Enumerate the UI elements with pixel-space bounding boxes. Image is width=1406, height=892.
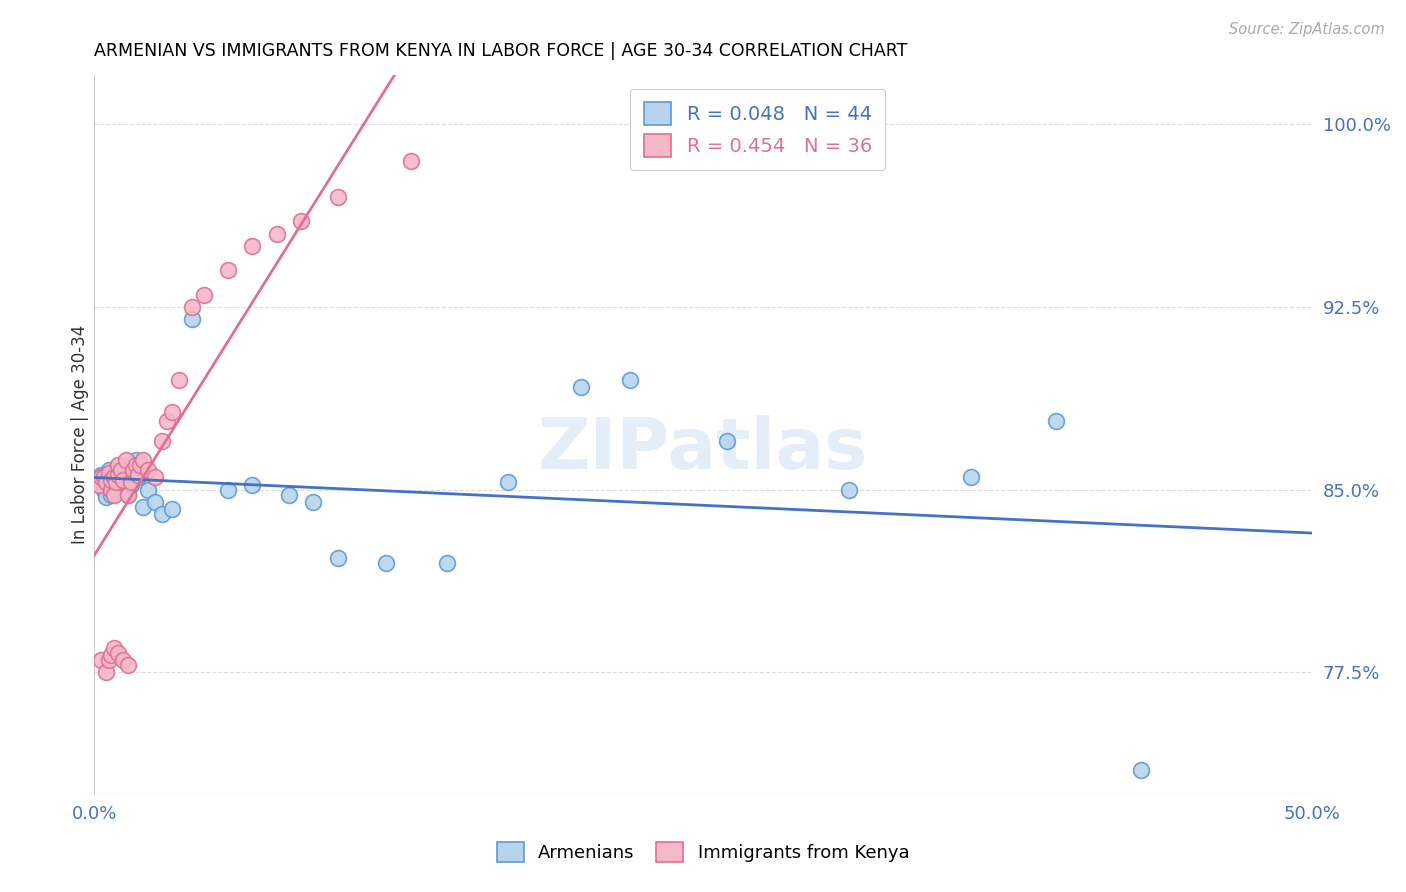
Point: [105, 475, 128, 490]
Point: [110, 480, 132, 494]
Point: [107, 468, 129, 483]
Point: [156, 414, 179, 428]
Point: [93, 470, 115, 484]
Point: [496, 475, 519, 490]
Point: [114, 458, 136, 473]
Point: [112, 653, 135, 667]
Point: [100, 483, 122, 497]
Point: [150, 507, 173, 521]
Point: [110, 463, 132, 477]
Point: [100, 487, 122, 501]
Y-axis label: In Labor Force | Age 30-34: In Labor Force | Age 30-34: [72, 326, 89, 544]
Point: [90, 653, 112, 667]
Point: [117, 658, 139, 673]
Point: [569, 380, 592, 394]
Point: [160, 502, 183, 516]
Point: [1130, 763, 1153, 777]
Point: [160, 404, 183, 418]
Text: ARMENIAN VS IMMIGRANTS FROM KENYA IN LABOR FORCE | AGE 30-34 CORRELATION CHART: ARMENIAN VS IMMIGRANTS FROM KENYA IN LAB…: [94, 42, 907, 60]
Point: [136, 463, 159, 477]
Point: [242, 477, 264, 491]
Point: [96, 475, 118, 490]
Point: [326, 190, 349, 204]
Point: [375, 556, 398, 570]
Point: [180, 312, 202, 326]
Point: [217, 483, 239, 497]
Point: [96, 477, 118, 491]
Point: [107, 458, 129, 473]
Point: [838, 483, 860, 497]
Point: [150, 434, 173, 448]
Point: [124, 458, 146, 473]
Point: [143, 470, 166, 484]
Point: [103, 470, 125, 484]
Point: [112, 473, 135, 487]
Point: [103, 487, 125, 501]
Point: [399, 153, 422, 168]
Point: [112, 473, 135, 487]
Point: [96, 490, 118, 504]
Point: [122, 463, 145, 477]
Point: [114, 453, 136, 467]
Point: [619, 373, 641, 387]
Point: [103, 641, 125, 656]
Point: [97, 470, 120, 484]
Point: [169, 373, 191, 387]
Point: [290, 214, 312, 228]
Point: [132, 453, 155, 467]
Point: [1045, 414, 1067, 428]
Point: [127, 470, 149, 484]
Legend: Armenians, Immigrants from Kenya: Armenians, Immigrants from Kenya: [489, 834, 917, 870]
Point: [90, 470, 112, 484]
Point: [100, 473, 122, 487]
Legend: R = 0.048   N = 44, R = 0.454   N = 36: R = 0.048 N = 44, R = 0.454 N = 36: [630, 88, 886, 170]
Point: [87, 477, 110, 491]
Point: [103, 477, 125, 491]
Point: [87, 477, 110, 491]
Point: [107, 646, 129, 660]
Point: [107, 466, 129, 480]
Point: [127, 468, 149, 483]
Point: [105, 463, 128, 477]
Point: [97, 463, 120, 477]
Text: Source: ZipAtlas.com: Source: ZipAtlas.com: [1229, 22, 1385, 37]
Point: [107, 475, 129, 490]
Point: [302, 495, 325, 509]
Point: [96, 665, 118, 680]
Point: [90, 475, 112, 490]
Point: [117, 487, 139, 501]
Point: [122, 463, 145, 477]
Point: [120, 475, 142, 490]
Point: [436, 556, 458, 570]
Point: [180, 300, 202, 314]
Point: [143, 495, 166, 509]
Point: [193, 287, 215, 301]
Point: [100, 473, 122, 487]
Point: [278, 487, 301, 501]
Point: [136, 483, 159, 497]
Point: [129, 458, 152, 473]
Point: [103, 470, 125, 484]
Point: [266, 227, 288, 241]
Point: [93, 483, 115, 497]
Point: [132, 500, 155, 514]
Point: [97, 653, 120, 667]
Point: [960, 470, 983, 484]
Point: [217, 263, 239, 277]
Point: [124, 453, 146, 467]
Point: [117, 487, 139, 501]
Point: [326, 550, 349, 565]
Point: [120, 477, 142, 491]
Point: [242, 239, 264, 253]
Point: [100, 648, 122, 663]
Text: ZIPatlas: ZIPatlas: [538, 415, 868, 483]
Point: [90, 468, 112, 483]
Point: [716, 434, 738, 448]
Point: [97, 466, 120, 480]
